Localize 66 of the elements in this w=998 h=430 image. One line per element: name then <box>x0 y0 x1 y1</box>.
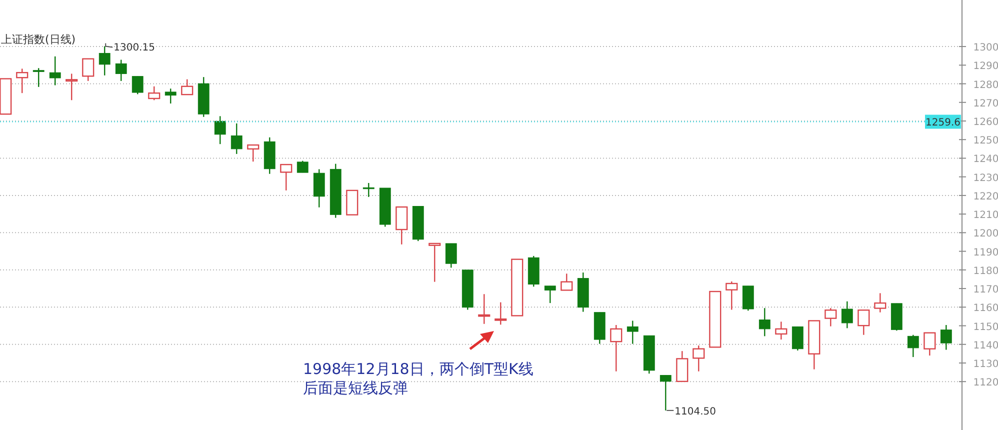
y-tick-label: 1210 <box>973 210 998 222</box>
candlestick <box>775 321 788 340</box>
candlestick <box>792 326 804 352</box>
candlestick <box>214 116 226 145</box>
candlestick <box>247 144 260 162</box>
candlestick <box>494 302 507 326</box>
candlestick <box>478 294 490 324</box>
candlestick <box>396 206 408 246</box>
y-tick-label: 1200 <box>973 228 998 240</box>
candlestick <box>148 86 160 101</box>
candlestick <box>626 320 638 344</box>
y-tick-label: 1290 <box>973 61 998 72</box>
y-tick-label: 1250 <box>973 136 998 147</box>
ref-line-label: 1259.6 <box>926 118 960 129</box>
y-tick-label: 1150 <box>973 322 998 333</box>
candlestick <box>115 59 127 82</box>
candlestick <box>49 56 61 86</box>
candlestick <box>280 164 292 192</box>
candlestick <box>742 285 754 312</box>
candlestick <box>181 78 194 96</box>
y-tick-label: 1190 <box>973 247 998 258</box>
candlestick <box>824 307 837 327</box>
candlestick <box>296 160 308 174</box>
y-tick-label: 1260 <box>973 116 998 128</box>
candlestick <box>32 68 44 88</box>
text: 上证指数(日线) <box>1 33 76 46</box>
candlestick <box>560 273 573 291</box>
candlestick <box>362 182 374 198</box>
candlestick <box>726 280 738 310</box>
y-tick-label: 1230 <box>973 172 998 184</box>
candlestick <box>445 242 457 268</box>
y-tick-label: 1120 <box>973 378 998 389</box>
y-tick-label: 1170 <box>973 284 998 296</box>
y-tick-label: 1140 <box>973 340 998 352</box>
candlestick <box>841 300 853 329</box>
candlestick <box>692 344 705 372</box>
y-tick-label: 1180 <box>973 266 998 277</box>
candlestick <box>676 350 688 382</box>
annotation: 1104.50 <box>674 406 716 418</box>
annotation: 1300.15 <box>114 42 155 54</box>
candlestick <box>874 292 886 313</box>
y-tick-label: 1270 <box>973 98 998 110</box>
candlestick <box>132 76 144 95</box>
candlestick <box>940 324 952 350</box>
candlestick <box>428 242 441 282</box>
candlestick <box>164 88 176 104</box>
candlestick <box>858 310 870 336</box>
annotation: 1998年12月18日，两个倒T型K线 <box>303 360 534 378</box>
y-tick-label: 1300 <box>973 42 998 54</box>
candlestick <box>907 334 919 358</box>
candlestick <box>230 122 242 155</box>
candlestick <box>924 332 936 356</box>
y-tick-label: 1220 <box>973 191 998 202</box>
candlestick <box>98 46 110 76</box>
candlestick <box>313 168 325 208</box>
y-tick-label: 1160 <box>973 303 998 314</box>
y-tick-label: 1240 <box>973 154 998 166</box>
candlestick <box>610 324 622 372</box>
candlestick <box>758 307 770 337</box>
candlestick <box>16 68 28 94</box>
candlestick <box>544 285 556 304</box>
candlestick <box>82 58 94 82</box>
candlestick <box>66 73 78 101</box>
annotation: 后面是短线反弹 <box>303 379 408 397</box>
y-tick-label: 1130 <box>973 358 998 370</box>
y-tick-label: 1280 <box>973 80 998 91</box>
